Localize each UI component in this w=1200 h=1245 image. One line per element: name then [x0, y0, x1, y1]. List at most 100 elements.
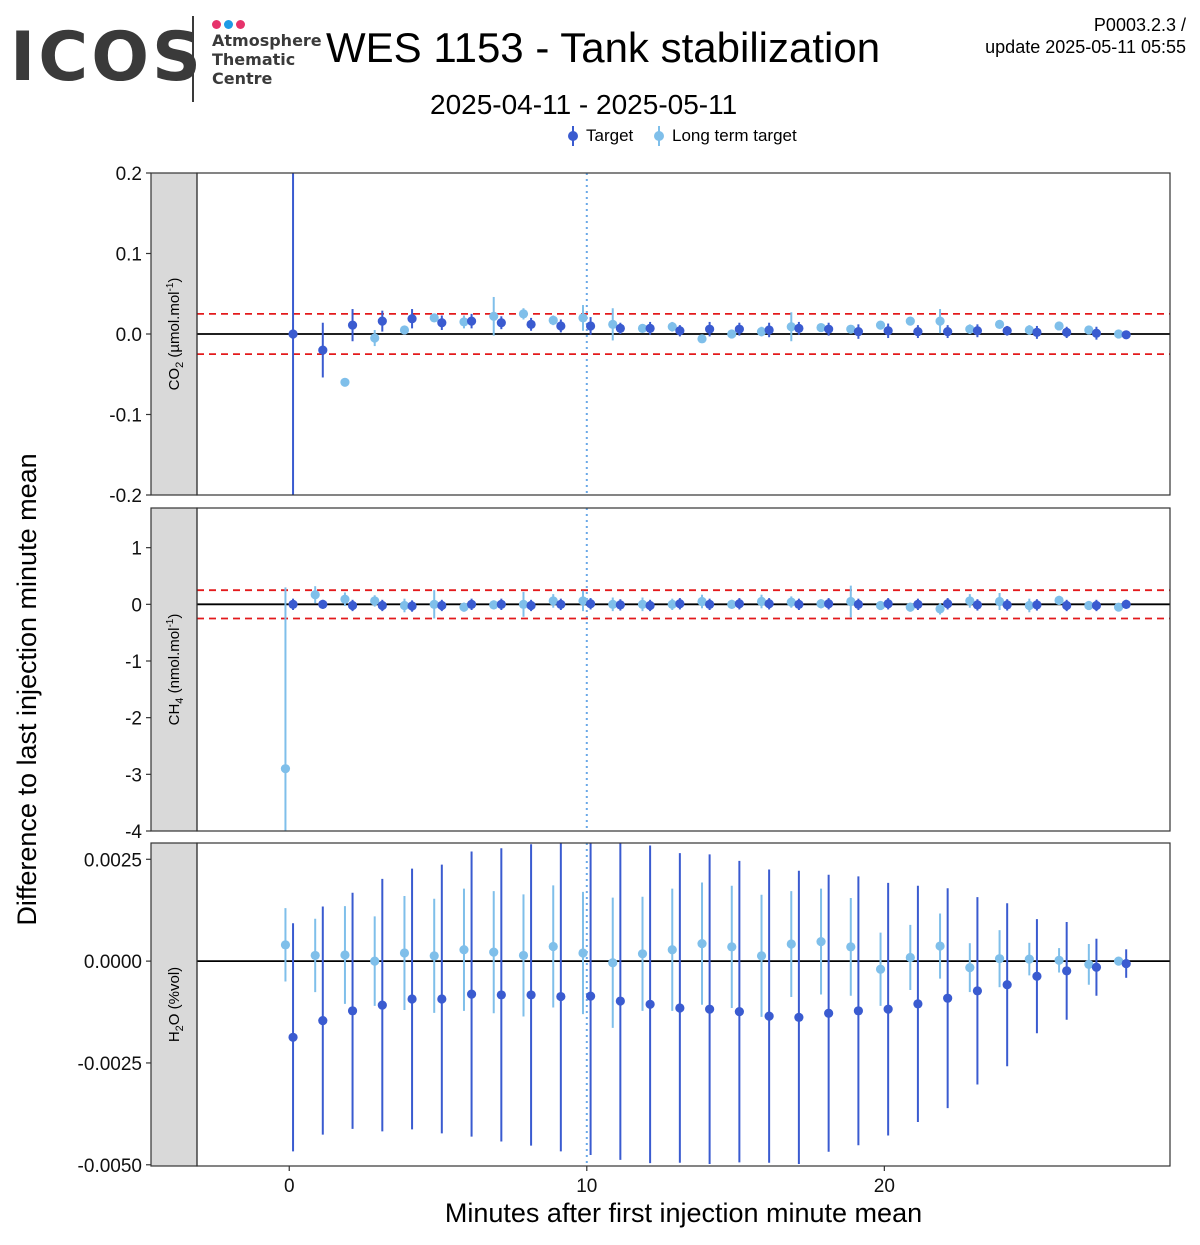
data-point	[347, 1006, 358, 1016]
panel-border	[196, 507, 1171, 832]
y-axis-title: Difference to last injection minute mean	[12, 453, 42, 925]
data-point	[437, 318, 447, 328]
panel-border	[196, 842, 1171, 1167]
data-point	[429, 599, 439, 609]
data-point	[697, 939, 707, 949]
data-point	[883, 326, 893, 336]
y-tick-label: 0.1	[116, 245, 142, 266]
data-point	[318, 599, 328, 609]
data-point	[318, 1015, 328, 1026]
data-point	[675, 1003, 685, 1013]
data-point	[370, 596, 380, 606]
data-point	[853, 599, 863, 609]
data-point	[370, 956, 380, 966]
data-point	[459, 602, 469, 612]
data-point	[1091, 328, 1102, 338]
data-point	[883, 1004, 893, 1014]
panel-strip	[150, 172, 198, 496]
y-tick-label: 0.0	[116, 325, 142, 346]
y-tick-label: 0	[131, 595, 142, 616]
data-point	[794, 599, 804, 609]
data-point	[1084, 600, 1094, 611]
data-point	[994, 319, 1005, 329]
data-point	[1032, 971, 1042, 981]
data-point	[407, 994, 417, 1004]
data-point	[288, 599, 298, 609]
data-point	[556, 991, 566, 1002]
data-point	[756, 326, 767, 337]
y-tick-label: -0.1	[109, 406, 142, 427]
panel-strip-label: H2O (%vol)	[166, 967, 186, 1042]
x-tick-label: 20	[874, 1176, 895, 1197]
chart-title: WES 1153 - Tank stabilization	[326, 24, 881, 71]
data-point	[347, 600, 358, 611]
series-long-term	[340, 296, 1124, 387]
data-point	[585, 321, 596, 331]
data-point	[1113, 602, 1124, 612]
data-point	[489, 600, 499, 610]
data-point	[556, 599, 566, 609]
update-label: update 2025-05-11 05:55	[985, 37, 1186, 57]
legend-item-target: Target	[566, 124, 633, 148]
data-point	[377, 316, 387, 326]
data-point	[935, 604, 945, 614]
data-point	[466, 316, 477, 326]
data-point	[1084, 959, 1094, 969]
data-point	[816, 599, 826, 609]
data-point	[585, 991, 596, 1001]
data-point	[1121, 330, 1131, 340]
data-point	[697, 334, 707, 344]
data-point	[399, 948, 410, 958]
data-point	[1121, 958, 1131, 969]
data-point	[727, 599, 737, 609]
data-point	[1024, 325, 1034, 335]
data-point	[935, 316, 945, 326]
data-point	[786, 597, 796, 607]
logo-line-1: Atmosphere	[212, 31, 322, 50]
legend-key-long-term	[652, 124, 666, 148]
data-point	[675, 326, 685, 336]
data-point	[459, 945, 469, 955]
data-point	[705, 1004, 715, 1014]
legend-key-target	[566, 124, 580, 148]
data-point	[965, 596, 975, 606]
data-point	[526, 990, 536, 1000]
data-point	[794, 1012, 804, 1022]
data-point	[667, 599, 677, 609]
data-point	[1002, 326, 1012, 336]
data-point	[437, 600, 447, 611]
data-point	[734, 1007, 744, 1017]
data-point	[853, 1006, 863, 1016]
panel-2: CH4 (nmol.mol-1) -4 -3 -2 -1 0 1	[125, 507, 1171, 843]
data-point	[489, 947, 499, 957]
version-info: P0003.2.3 / update 2025-05-11 05:55	[985, 14, 1186, 58]
data-point	[518, 950, 529, 961]
x-tick-label: 0	[284, 1176, 295, 1197]
data-point	[377, 1000, 387, 1010]
data-point	[489, 311, 499, 321]
data-point	[1062, 327, 1072, 337]
panel-plot-area	[197, 843, 1170, 1166]
y-tick-label: 0.0000	[84, 952, 142, 973]
data-point	[1113, 329, 1124, 339]
y-tick-label: -0.2	[109, 486, 142, 507]
data-point	[905, 952, 915, 963]
data-point	[310, 590, 320, 600]
data-point	[697, 596, 707, 607]
legend-label-target: Target	[586, 126, 634, 145]
series-target	[288, 843, 1131, 1164]
data-point	[1024, 600, 1034, 611]
data-point	[846, 596, 856, 607]
data-point	[875, 320, 886, 330]
data-point	[883, 599, 893, 609]
data-point	[965, 324, 975, 334]
data-point	[466, 599, 477, 609]
data-point	[972, 986, 983, 996]
data-point	[459, 317, 469, 327]
x-tick-label: 10	[576, 1176, 597, 1197]
y-tick-label: 0.2	[116, 164, 142, 185]
y-tick-label: -0.0025	[78, 1054, 142, 1075]
data-point	[615, 996, 625, 1006]
data-point	[340, 594, 350, 604]
